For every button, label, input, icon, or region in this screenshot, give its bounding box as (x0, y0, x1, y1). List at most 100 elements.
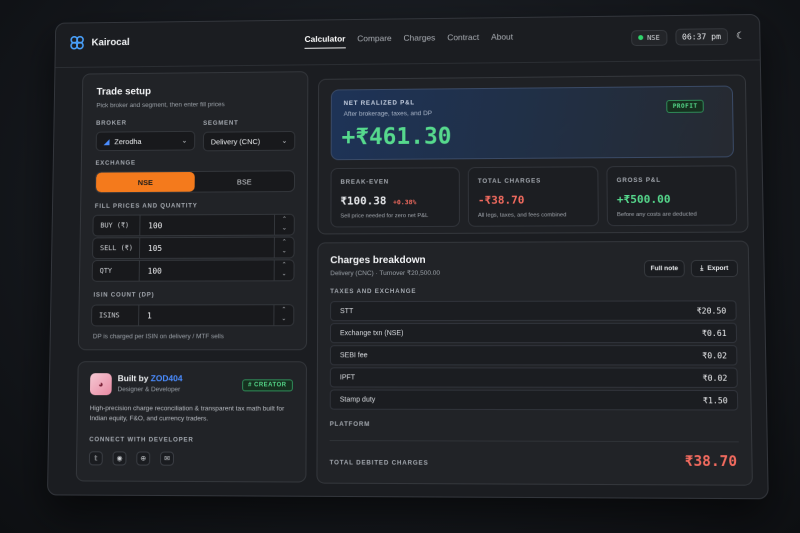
isin-input[interactable]: 1 (139, 305, 273, 325)
break-even-card: BREAK-EVEN ₹100.38 +0.38% Sell price nee… (330, 167, 460, 227)
net-pnl-value: +₹461.30 (342, 124, 452, 151)
chevron-down-icon[interactable]: ⌄ (282, 270, 287, 279)
charge-amount: ₹1.50 (703, 396, 728, 405)
total-charges-note: All legs, taxes, and fees combined (478, 212, 567, 218)
market-status: NSE (631, 29, 667, 45)
trade-setup-card: Trade setup Pick broker and segment, the… (78, 71, 308, 350)
full-note-button[interactable]: Full note (644, 260, 685, 277)
chevron-down-icon: ⌄ (182, 137, 188, 145)
qty-input[interactable]: 100 (140, 260, 274, 280)
charge-name: Stamp duty (340, 396, 376, 403)
mail-icon[interactable]: ✉ (160, 452, 174, 466)
broker-select[interactable]: ◢ Zerodha ⌄ (96, 131, 196, 151)
breakdown-title: Charges breakdown (330, 255, 425, 266)
breakdown-subtitle: Delivery (CNC) · Turnover ₹20,500.00 (330, 269, 440, 277)
net-pnl-label: NET REALIZED P&L (344, 99, 415, 107)
export-button[interactable]: ⤓ Export (691, 260, 738, 277)
isin-field: ISINS 1 ⌃ ⌄ (91, 304, 294, 326)
fill-label: FILL PRICES AND QUANTITY (95, 202, 198, 209)
nav-about[interactable]: About (491, 32, 513, 47)
top-bar: Kairocal Calculator Compare Charges Cont… (55, 15, 759, 68)
charge-row-stamp: Stamp duty ₹1.50 (330, 389, 738, 410)
charge-amount: ₹0.02 (703, 373, 728, 382)
charge-amount: ₹20.50 (697, 306, 727, 315)
logo[interactable]: Kairocal (69, 34, 130, 50)
sell-field: SELL (₹) 105 ⌃ ⌄ (92, 237, 295, 260)
isin-stepper[interactable]: ⌃ ⌄ (273, 305, 293, 325)
nav-compare[interactable]: Compare (357, 33, 391, 48)
creator-role: Designer & Developer (117, 386, 180, 393)
clock: 06:37 pm (675, 28, 728, 45)
nav-contract[interactable]: Contract (447, 32, 479, 47)
nav-charges[interactable]: Charges (404, 33, 436, 48)
buy-input[interactable]: 100 (140, 215, 274, 235)
full-note-label: Full note (651, 265, 679, 272)
total-charges-value: -₹38.70 (478, 194, 525, 207)
total-charges-card: TOTAL CHARGES -₹38.70 All legs, taxes, a… (468, 166, 599, 227)
chevron-up-icon[interactable]: ⌃ (281, 306, 286, 315)
app-window: Kairocal Calculator Compare Charges Cont… (47, 14, 769, 499)
dp-note: DP is charged per ISIN on delivery / MTF… (93, 333, 224, 340)
break-even-amount: ₹100.38 (340, 194, 386, 207)
break-even-label: BREAK-EVEN (340, 179, 389, 186)
avatar[interactable]: ◕ (90, 373, 112, 395)
qty-key: QTY (93, 261, 140, 281)
chevron-up-icon[interactable]: ⌃ (282, 216, 287, 225)
total-charges-label: TOTAL CHARGES (478, 178, 541, 185)
creator-description: High-precision charge reconciliation & t… (89, 404, 293, 425)
connect-label: CONNECT WITH DEVELOPER (89, 436, 193, 443)
exchange-label: EXCHANGE (95, 160, 135, 167)
profit-badge: PROFIT (667, 100, 704, 113)
nav-calculator[interactable]: Calculator (305, 34, 346, 49)
trade-setup-title: Trade setup (96, 86, 151, 97)
chevron-down-icon[interactable]: ⌄ (282, 247, 287, 256)
buy-stepper[interactable]: ⌃ ⌄ (274, 215, 294, 235)
broker-logo-icon: ◢ (104, 137, 110, 146)
charge-name: SEBI fee (340, 352, 368, 359)
exchange-toggle: NSE BSE (95, 170, 295, 193)
segment-label: SEGMENT (203, 120, 238, 127)
chevron-up-icon[interactable]: ⌃ (282, 239, 287, 248)
chevron-down-icon: ⌄ (282, 137, 288, 145)
qty-stepper[interactable]: ⌃ ⌄ (274, 260, 294, 280)
chevron-down-icon[interactable]: ⌄ (281, 315, 286, 324)
charge-name: STT (340, 308, 353, 315)
buy-key: BUY (₹) (93, 216, 140, 236)
sell-input[interactable]: 105 (140, 238, 274, 258)
chevron-down-icon[interactable]: ⌄ (282, 225, 287, 234)
globe-icon[interactable]: ⊕ (136, 451, 150, 465)
trade-setup-subtitle: Pick broker and segment, then enter fill… (96, 101, 224, 109)
break-even-note: Sell price needed for zero net P&L (340, 213, 428, 219)
built-by-label: Built by (118, 373, 149, 383)
taxes-section-label: TAXES AND EXCHANGE (330, 288, 416, 295)
theme-toggle-moon-icon[interactable]: ☾ (736, 31, 745, 42)
net-pnl-hero: NET REALIZED P&L After brokerage, taxes,… (331, 86, 734, 161)
isin-label: ISIN COUNT (DP) (93, 292, 154, 299)
exchange-nse[interactable]: NSE (96, 172, 195, 192)
download-icon: ⤓ (700, 264, 703, 272)
charge-amount: ₹0.61 (702, 328, 727, 337)
segment-value: Delivery (CNC) (211, 137, 261, 146)
avatar-face-icon: ◕ (98, 379, 103, 389)
sell-key: SELL (₹) (93, 238, 140, 258)
break-even-delta: +0.38% (393, 198, 416, 206)
charge-row-sebi: SEBI fee ₹0.02 (330, 345, 738, 365)
gross-pnl-value: +₹500.00 (617, 193, 671, 206)
main-nav: Calculator Compare Charges Contract Abou… (305, 32, 514, 49)
charge-row-stt: STT ₹20.50 (330, 300, 737, 321)
net-pnl-subtitle: After brokerage, taxes, and DP (344, 110, 432, 118)
exchange-bse[interactable]: BSE (195, 171, 294, 191)
segment-select[interactable]: Delivery (CNC) ⌄ (203, 131, 295, 151)
export-label: Export (707, 265, 728, 272)
github-icon[interactable]: ◉ (113, 451, 127, 465)
total-debited-label: TOTAL DEBITED CHARGES (330, 459, 429, 467)
chevron-up-icon[interactable]: ⌃ (282, 261, 287, 270)
creator-handle-link[interactable]: ZOD404 (151, 373, 183, 383)
market-open-dot (638, 35, 643, 40)
twitter-icon[interactable]: 𝕥 (89, 451, 103, 465)
gross-pnl-card: GROSS P&L +₹500.00 Before any costs are … (606, 165, 737, 226)
sell-stepper[interactable]: ⌃ ⌄ (274, 238, 294, 258)
total-debited-value: ₹38.70 (685, 453, 737, 470)
charge-amount: ₹0.02 (702, 351, 727, 360)
platform-section-label: PLATFORM (330, 421, 370, 428)
